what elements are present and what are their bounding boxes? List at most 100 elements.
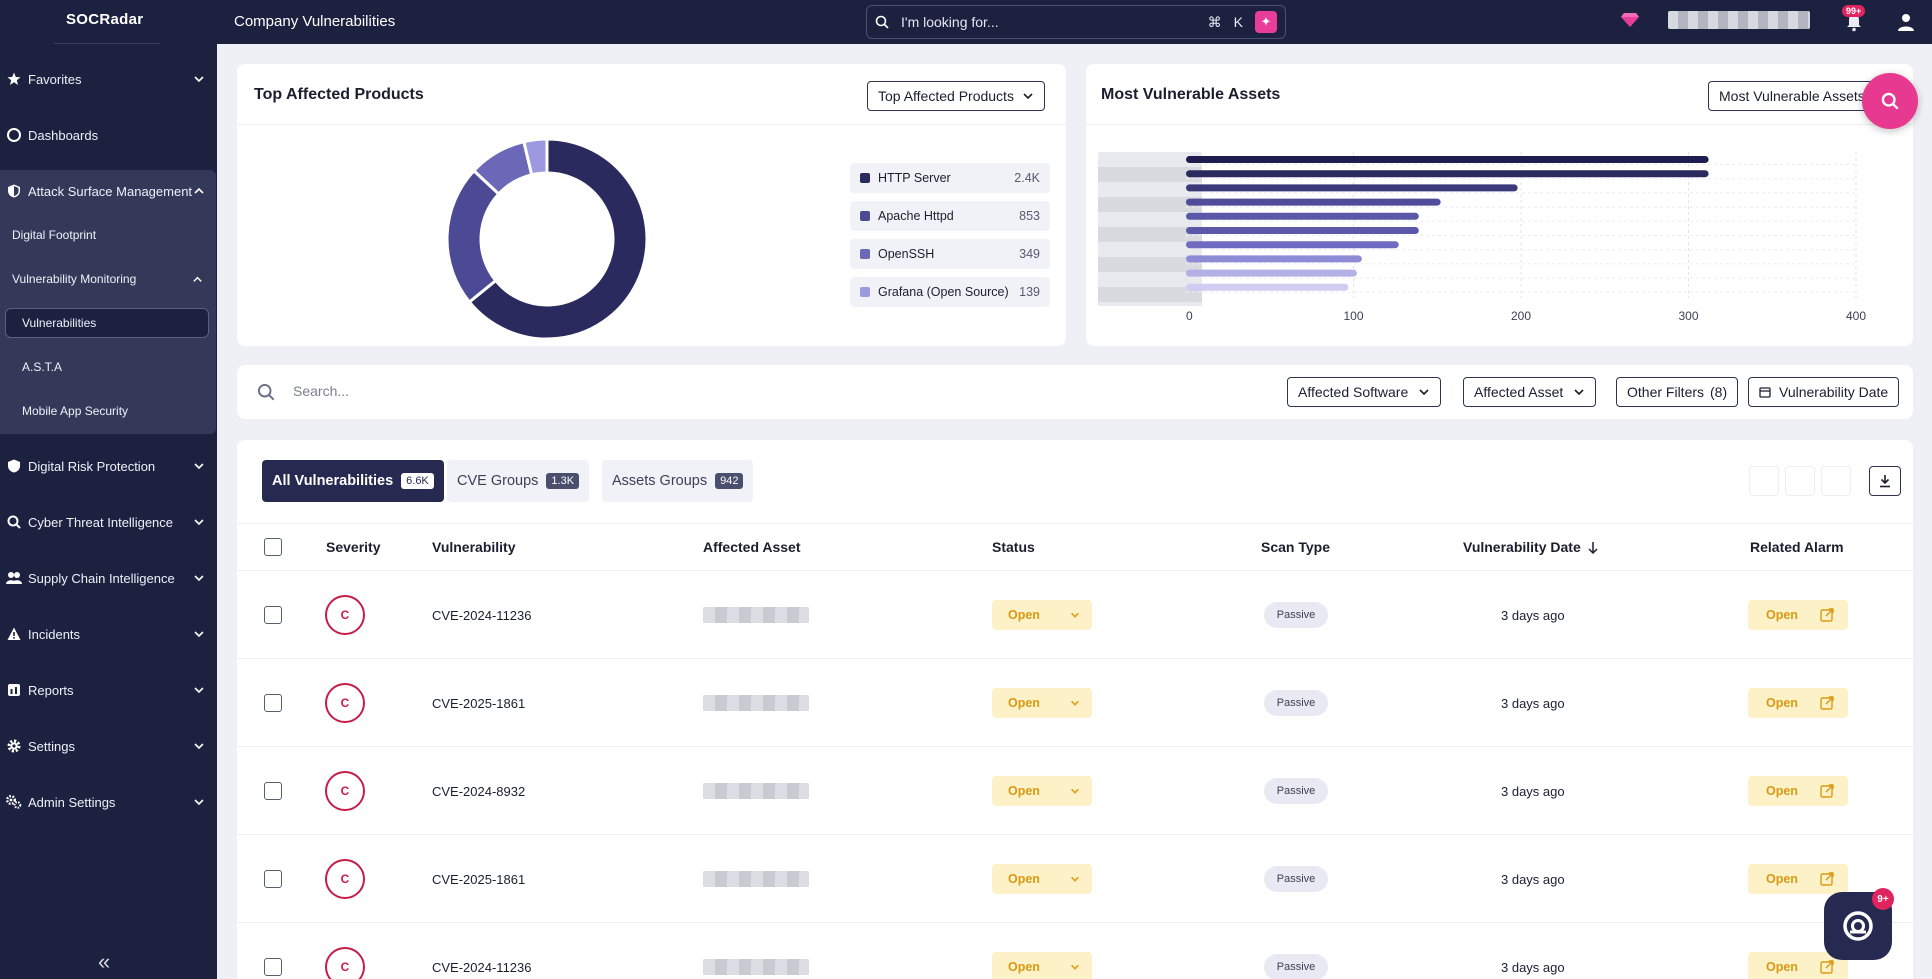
assign-button[interactable] xyxy=(1749,466,1779,496)
status-dropdown[interactable]: Open xyxy=(992,864,1092,894)
ai-sparkle-button[interactable]: ✦ xyxy=(1255,11,1277,33)
asset-bar[interactable] xyxy=(1186,255,1362,263)
vulnerability-date: 3 days ago xyxy=(1501,696,1565,711)
resolve-button[interactable] xyxy=(1821,466,1851,496)
shortcut-key: K xyxy=(1233,14,1243,30)
column-affected-asset[interactable]: Affected Asset xyxy=(703,539,801,555)
asset-bar[interactable] xyxy=(1186,170,1709,178)
status-dropdown[interactable]: Open xyxy=(992,776,1092,806)
column-vulnerability-date[interactable]: Vulnerability Date xyxy=(1463,539,1581,555)
row-checkbox[interactable] xyxy=(264,782,282,800)
asset-bar[interactable] xyxy=(1186,198,1441,206)
sidebar-subitem-vulnerability-monitoring[interactable]: Vulnerability Monitoring xyxy=(12,272,137,286)
status-dropdown[interactable]: Open xyxy=(992,688,1092,718)
vulnerability-id[interactable]: CVE-2025-1861 xyxy=(432,872,526,887)
vulnerability-id[interactable]: CVE-2024-11236 xyxy=(432,608,532,623)
sidebar-item-settings[interactable]: Settings xyxy=(0,731,217,761)
chevron-up-icon xyxy=(194,187,204,194)
status-dropdown[interactable]: Open xyxy=(992,952,1092,979)
search-fab-button[interactable] xyxy=(1862,73,1918,129)
affected-asset-redacted[interactable] xyxy=(703,959,809,975)
sidebar-item-digital-risk-protection[interactable]: Digital Risk Protection xyxy=(0,451,217,481)
table-row[interactable]: C CVE-2024-8932 Open Passive 3 days ago … xyxy=(237,747,1913,835)
download-button[interactable] xyxy=(1869,466,1901,496)
asset-bar[interactable] xyxy=(1186,227,1419,234)
gear-icon xyxy=(6,738,22,754)
select-all-checkbox[interactable] xyxy=(264,538,282,556)
sort-down-icon[interactable] xyxy=(1587,541,1599,555)
other-filters-button[interactable]: Other Filters (8) xyxy=(1616,377,1739,407)
vulnerability-id[interactable]: CVE-2024-11236 xyxy=(432,960,532,975)
sidebar-item-label: Incidents xyxy=(28,626,81,642)
legend-apache-httpd[interactable]: Apache Httpd 853 xyxy=(850,201,1050,231)
donut-slice-apache-httpd[interactable] xyxy=(445,168,501,305)
asset-bar[interactable] xyxy=(1186,241,1399,249)
sidebar-item-supply-chain-intelligence[interactable]: Supply Chain Intelligence xyxy=(0,563,217,593)
row-checkbox[interactable] xyxy=(264,694,282,712)
asset-bar[interactable] xyxy=(1186,184,1518,192)
affected-asset-redacted[interactable] xyxy=(703,607,809,623)
column-scan-type[interactable]: Scan Type xyxy=(1261,539,1330,555)
sidebar-subitem-asta[interactable]: A.S.T.A xyxy=(22,360,63,374)
collapse-sidebar-button[interactable]: « xyxy=(98,949,111,974)
related-alarm-link[interactable]: Open xyxy=(1748,600,1848,630)
status-dropdown[interactable]: Open xyxy=(992,600,1092,630)
affected-asset-redacted[interactable] xyxy=(703,871,809,887)
column-severity[interactable]: Severity xyxy=(326,539,381,555)
tab-cve-groups[interactable]: CVE Groups 1.3K xyxy=(447,460,590,502)
sidebar-item-incidents[interactable]: Incidents xyxy=(0,619,217,649)
donut-slice-http-server[interactable] xyxy=(467,137,649,341)
donut-slice-grafana-open-source[interactable] xyxy=(522,137,549,177)
row-checkbox[interactable] xyxy=(264,958,282,976)
legend-http-server[interactable]: HTTP Server 2.4K xyxy=(850,163,1050,193)
affected-asset-redacted[interactable] xyxy=(703,695,809,711)
sidebar-item-admin-settings[interactable]: Admin Settings xyxy=(0,787,217,817)
severity-critical-badge: C xyxy=(325,859,365,899)
table-row[interactable]: C CVE-2024-11236 Open Passive 3 days ago… xyxy=(237,571,1913,659)
sidebar-item-cyber-threat-intelligence[interactable]: Cyber Threat Intelligence xyxy=(0,507,217,537)
related-alarm-link[interactable]: Open xyxy=(1748,688,1848,718)
tab-all-vulnerabilities[interactable]: All Vulnerabilities 6.6K xyxy=(262,460,444,502)
asset-bar[interactable] xyxy=(1186,212,1419,220)
vulnerability-date-filter[interactable]: Vulnerability Date xyxy=(1748,377,1900,407)
asset-bar[interactable] xyxy=(1186,269,1357,277)
sidebar-item-favorites[interactable]: Favorites xyxy=(0,64,217,94)
affected-asset-filter[interactable]: Affected Asset xyxy=(1463,377,1597,407)
affected-software-filter[interactable]: Affected Software xyxy=(1287,377,1442,407)
search-input[interactable]: Search... xyxy=(293,383,350,399)
row-checkbox[interactable] xyxy=(264,870,282,888)
vulnerability-id[interactable]: CVE-2024-8932 xyxy=(432,784,526,799)
user-icon[interactable] xyxy=(1896,12,1916,32)
asset-bar[interactable] xyxy=(1186,156,1709,163)
top-products-dropdown[interactable]: Top Affected Products xyxy=(867,81,1045,111)
pause-button[interactable] xyxy=(1785,466,1815,496)
column-status[interactable]: Status xyxy=(992,539,1035,555)
column-related-alarm[interactable]: Related Alarm xyxy=(1750,539,1844,555)
sidebar-item-reports[interactable]: Reports xyxy=(0,675,217,705)
legend-grafana[interactable]: Grafana (Open Source) 139 xyxy=(850,277,1050,307)
tab-assets-groups[interactable]: Assets Groups 942 xyxy=(602,460,754,502)
asset-bar[interactable] xyxy=(1186,283,1349,291)
user-name-redacted[interactable] xyxy=(1668,11,1810,29)
sidebar-subitem-mobile-app-security[interactable]: Mobile App Security xyxy=(22,404,129,418)
related-alarm-link[interactable]: Open xyxy=(1748,864,1848,894)
sidebar-subitem-vulnerabilities[interactable]: Vulnerabilities xyxy=(22,316,97,330)
sidebar-item-attack-surface-management[interactable]: Attack Surface Management xyxy=(0,176,217,206)
column-vulnerability[interactable]: Vulnerability xyxy=(432,539,516,555)
table-row[interactable]: C CVE-2025-1861 Open Passive 3 days ago … xyxy=(237,835,1913,923)
related-alarm-link[interactable]: Open xyxy=(1748,776,1848,806)
legend-openssh[interactable]: OpenSSH 349 xyxy=(850,239,1050,269)
alarm-status-label: Open xyxy=(1766,784,1798,798)
sidebar-subitem-digital-footprint[interactable]: Digital Footprint xyxy=(12,228,97,242)
table-row[interactable]: C CVE-2024-11236 Open Passive 3 days ago… xyxy=(237,923,1913,979)
table-row[interactable]: C CVE-2025-1861 Open Passive 3 days ago … xyxy=(237,659,1913,747)
row-checkbox[interactable] xyxy=(264,606,282,624)
external-link-icon xyxy=(1820,960,1834,974)
bell-icon[interactable] xyxy=(1845,12,1863,32)
global-search-input[interactable]: I'm looking for... ⌘ K ✦ xyxy=(866,5,1286,39)
affected-asset-redacted[interactable] xyxy=(703,783,809,799)
sidebar-item-dashboards[interactable]: Dashboards xyxy=(0,120,217,150)
diamond-icon[interactable] xyxy=(1620,12,1640,28)
vulnerability-id[interactable]: CVE-2025-1861 xyxy=(432,696,526,711)
logo[interactable]: SOCRadar xyxy=(66,11,144,28)
